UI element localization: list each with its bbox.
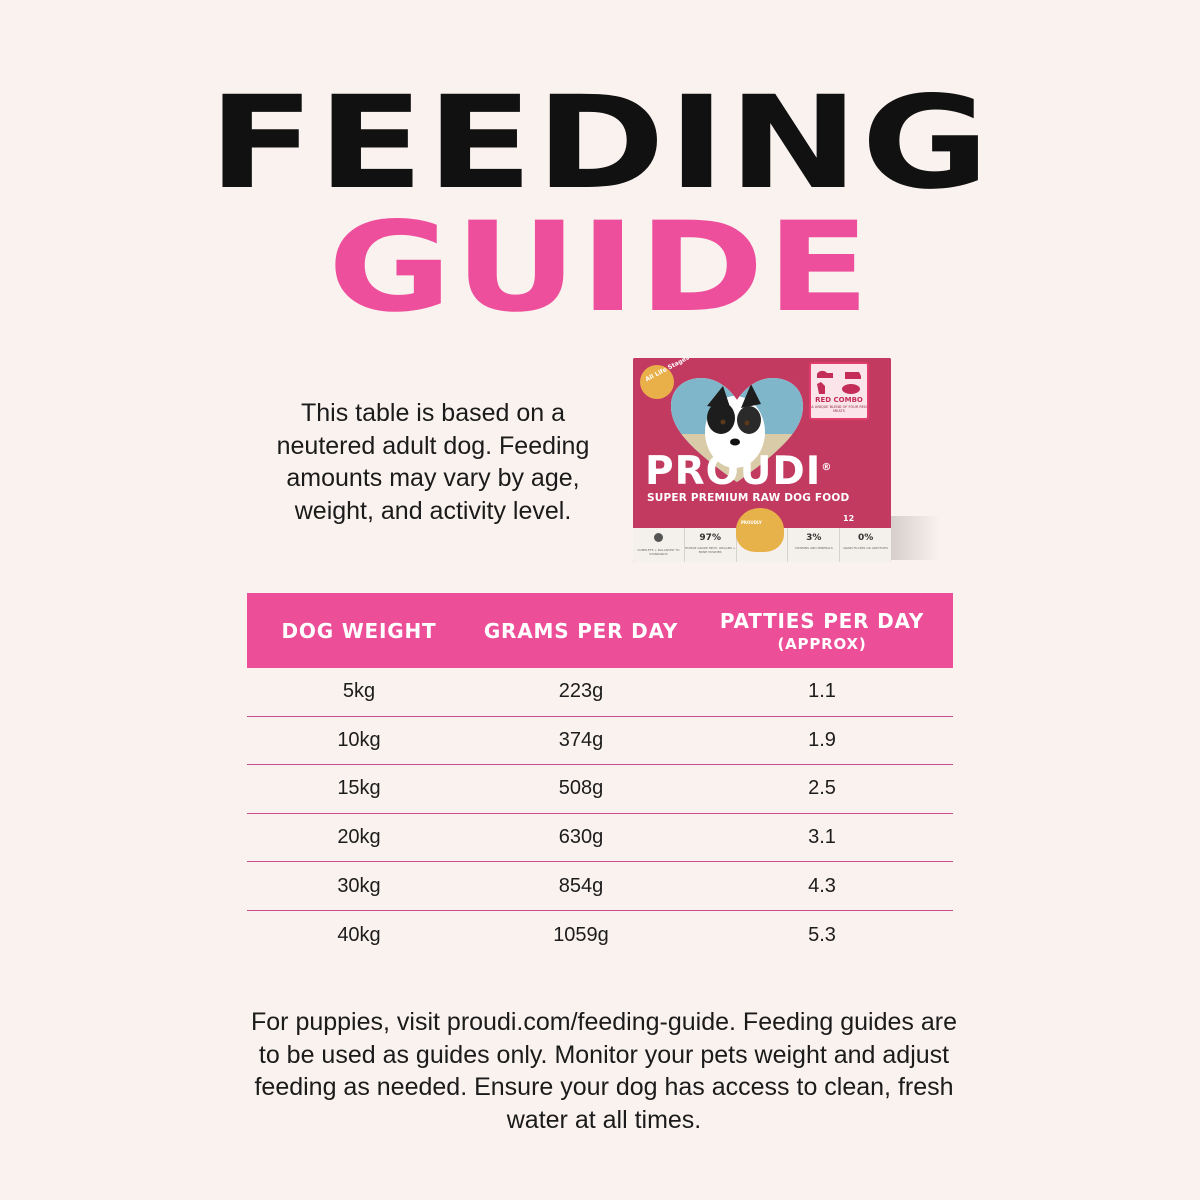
table-row: 20kg 630g 3.1 bbox=[247, 814, 953, 863]
patty-count: 12 bbox=[843, 514, 855, 523]
registered-mark: ® bbox=[821, 462, 833, 473]
cell-grams: 630g bbox=[558, 826, 604, 849]
stat-value: 3% bbox=[806, 533, 822, 543]
stat-label: HUMAN GRADE MEAT, ORGANS + BONE POWDER bbox=[685, 546, 736, 554]
cell-grams: 1059g bbox=[553, 923, 609, 946]
cell-weight: 20kg bbox=[337, 826, 381, 849]
product-tagline: SUPER PREMIUM RAW DOG FOOD bbox=[647, 492, 850, 504]
heart-dog-photo bbox=[671, 378, 803, 482]
table-row: 15kg 508g 2.5 bbox=[247, 765, 953, 814]
cell-patties: 1.1 bbox=[808, 680, 836, 703]
cell-grams: 508g bbox=[558, 777, 604, 800]
stat-cell: 3% VITAMINS AND MINERALS bbox=[788, 528, 841, 562]
cell-patties: 2.5 bbox=[808, 777, 836, 800]
cell-patties: 4.3 bbox=[808, 874, 836, 897]
cell-patties: 3.1 bbox=[808, 826, 836, 849]
title-guide: GUIDE bbox=[327, 196, 873, 340]
stat-value bbox=[633, 533, 684, 545]
table-row: 30kg 854g 4.3 bbox=[247, 862, 953, 911]
table-row: 5kg 223g 1.1 bbox=[247, 668, 953, 717]
stat-cell: COMPLETE + BALANCED TO STANDARDS bbox=[633, 528, 685, 562]
cell-patties: 1.9 bbox=[808, 728, 836, 751]
intro-text: This table is based on a neutered adult … bbox=[276, 399, 590, 525]
footer-note: For puppies, visit proudi.com/feeding-gu… bbox=[251, 1008, 957, 1134]
header-patties-sub: (APPROX) bbox=[777, 634, 867, 653]
header-grams-per-day: GRAMS PER DAY bbox=[483, 618, 679, 643]
stat-cell bbox=[737, 528, 789, 562]
stat-value: 0% bbox=[857, 533, 874, 543]
australia-badge-text: PROUDLY bbox=[741, 520, 762, 525]
cell-weight: 30kg bbox=[337, 874, 381, 897]
cell-weight: 40kg bbox=[337, 923, 381, 946]
brand-logo: PROUDI® bbox=[645, 446, 885, 494]
cell-weight: 15kg bbox=[337, 777, 381, 800]
product-box-image: All Life Stages RED COMBO A UNIQUE BLEND… bbox=[633, 358, 891, 562]
cell-grams: 854g bbox=[558, 874, 604, 897]
check-icon bbox=[653, 533, 663, 542]
stat-label: GRAIN FILLERS OR ADDITIVES bbox=[843, 546, 888, 550]
animal-silhouettes-icon bbox=[817, 370, 861, 394]
brand-name: PROUDI bbox=[645, 449, 822, 494]
animal-icons-panel bbox=[809, 362, 869, 420]
cell-grams: 374g bbox=[558, 728, 604, 751]
variant-label: RED COMBO bbox=[815, 396, 863, 404]
stat-label: VITAMINS AND MINERALS bbox=[794, 546, 833, 550]
cell-weight: 10kg bbox=[337, 728, 381, 751]
cell-weight: 5kg bbox=[342, 680, 376, 703]
australia-badge-icon bbox=[736, 508, 784, 552]
variant-sub-label: A UNIQUE BLEND OF FOUR RED MEATS bbox=[811, 405, 867, 413]
table-row: 40kg 1059g 5.3 bbox=[247, 911, 953, 960]
table-row: 10kg 374g 1.9 bbox=[247, 717, 953, 766]
cell-grams: 223g bbox=[558, 680, 604, 703]
life-stages-badge bbox=[640, 365, 674, 399]
stat-cell: 0% GRAIN FILLERS OR ADDITIVES bbox=[840, 528, 891, 562]
stat-cell: 97% HUMAN GRADE MEAT, ORGANS + BONE POWD… bbox=[685, 528, 737, 562]
stat-value: 97% bbox=[699, 533, 721, 543]
stat-label: COMPLETE + BALANCED TO STANDARDS bbox=[637, 548, 680, 556]
header-patties-label: PATTIES PER DAY bbox=[719, 608, 925, 633]
cell-patties: 5.3 bbox=[808, 923, 836, 946]
header-patties-per-day: PATTIES PER DAY (APPROX) bbox=[691, 609, 953, 653]
feeding-table: DOG WEIGHT GRAMS PER DAY PATTIES PER DAY… bbox=[247, 593, 953, 960]
header-dog-weight: DOG WEIGHT bbox=[281, 618, 437, 643]
table-header: DOG WEIGHT GRAMS PER DAY PATTIES PER DAY… bbox=[247, 593, 953, 668]
title-feeding: FEEDING bbox=[208, 69, 992, 218]
